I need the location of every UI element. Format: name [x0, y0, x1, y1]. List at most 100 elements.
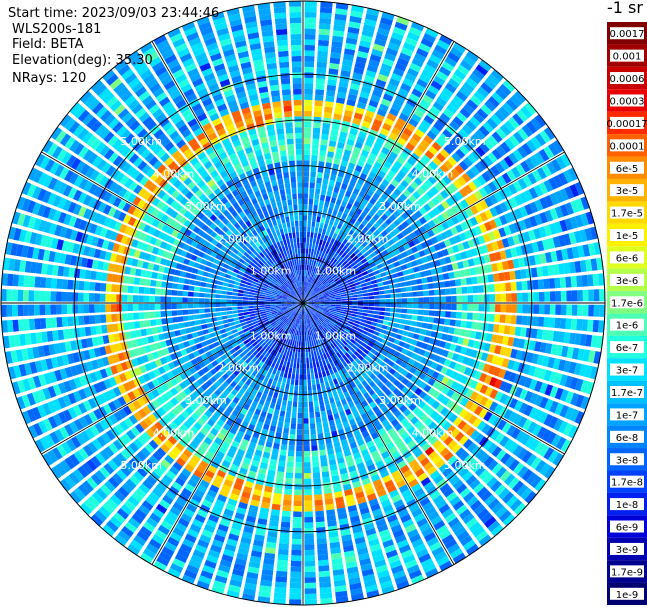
ray-segment	[332, 30, 345, 37]
ray-segment	[341, 332, 348, 338]
ray-segment	[314, 105, 323, 112]
ray-segment	[316, 274, 321, 280]
ray-segment	[313, 307, 319, 310]
ray-segment	[423, 384, 432, 393]
ray-segment	[360, 248, 367, 255]
ray-segment	[396, 206, 405, 215]
ray-segment	[354, 536, 366, 545]
ray-segment	[455, 224, 464, 233]
ray-segment	[59, 342, 67, 353]
ray-segment	[175, 404, 184, 413]
ray-segment	[458, 435, 469, 446]
ray-segment	[61, 316, 68, 327]
ray-segment	[260, 410, 267, 418]
ray-segment	[188, 315, 195, 321]
ray-segment	[321, 322, 327, 328]
ray-segment	[566, 346, 574, 359]
ray-segment	[473, 504, 486, 516]
ray-segment	[409, 326, 416, 333]
ray-segment	[315, 188, 321, 195]
ray-segment	[363, 339, 370, 345]
ray-segment	[287, 400, 293, 407]
ray-segment	[414, 487, 425, 498]
ray-segment	[305, 308, 308, 314]
ray-segment	[341, 213, 348, 220]
ray-segment	[407, 303, 413, 309]
ray-segment	[478, 469, 490, 481]
ray-segment	[446, 208, 455, 217]
ray-segment	[331, 284, 338, 288]
ray-segment	[528, 340, 536, 351]
ray-segment	[304, 522, 314, 529]
ray-segment	[62, 329, 70, 340]
ray-segment	[237, 412, 245, 421]
ray-segment	[439, 340, 446, 348]
ray-segment	[281, 304, 287, 307]
ray-segment	[524, 436, 536, 449]
ray-segment	[293, 511, 302, 518]
ray-segment	[252, 431, 260, 439]
ray-segment	[340, 291, 346, 295]
ray-segment	[577, 290, 583, 302]
ray-segment	[146, 543, 159, 555]
ray-segment	[422, 316, 429, 322]
ray-segment	[161, 373, 170, 382]
ray-segment	[552, 236, 561, 248]
ray-segment	[358, 238, 365, 245]
ray-segment	[320, 234, 325, 241]
ray-segment	[508, 152, 519, 165]
ray-segment	[313, 266, 317, 273]
ray-segment	[341, 416, 348, 423]
ray-segment	[167, 361, 176, 370]
ray-segment	[316, 319, 322, 325]
ray-segment	[304, 264, 307, 271]
ray-segment	[311, 277, 314, 283]
ray-segment	[459, 535, 473, 547]
ray-segment	[367, 463, 376, 472]
ray-segment	[428, 310, 435, 316]
ray-segment	[417, 197, 427, 206]
ray-segment	[48, 371, 58, 383]
ray-segment	[423, 375, 431, 383]
ray-segment	[296, 307, 300, 313]
ray-segment	[42, 387, 52, 400]
ray-segment	[386, 83, 398, 92]
ray-segment	[191, 332, 199, 338]
ray-segment	[318, 349, 323, 356]
ray-segment	[553, 174, 564, 188]
ray-segment	[304, 467, 311, 474]
ray-segment	[419, 381, 427, 390]
ray-segment	[582, 244, 591, 257]
ray-segment	[310, 265, 313, 272]
ray-segment	[493, 229, 502, 240]
ray-segment	[243, 588, 256, 596]
ray-segment	[364, 162, 372, 171]
ray-segment	[438, 417, 448, 428]
ray-segment	[559, 219, 568, 232]
ray-segment	[37, 404, 47, 418]
ray-segment	[285, 411, 291, 418]
ray-segment	[340, 225, 347, 232]
ray-segment	[85, 427, 95, 440]
ray-segment	[473, 304, 479, 312]
ray-segment	[83, 304, 90, 314]
ray-segment	[124, 521, 137, 533]
ray-segment	[127, 294, 133, 302]
ray-segment	[366, 493, 377, 502]
ray-segment	[241, 438, 249, 447]
ray-segment	[315, 182, 322, 189]
ray-segment	[488, 231, 496, 241]
ray-segment	[254, 310, 260, 313]
ray-segment	[503, 155, 514, 168]
ray-segment	[356, 339, 363, 345]
ray-segment	[499, 435, 510, 447]
ray-segment	[383, 316, 390, 321]
ray-segment	[314, 273, 318, 279]
ray-segment	[198, 404, 207, 413]
ray-segment	[218, 339, 225, 345]
ray-segment	[483, 439, 494, 451]
ray-segment	[463, 157, 473, 168]
ray-segment	[344, 426, 352, 434]
ray-segment	[226, 538, 238, 547]
ray-segment	[255, 372, 262, 379]
